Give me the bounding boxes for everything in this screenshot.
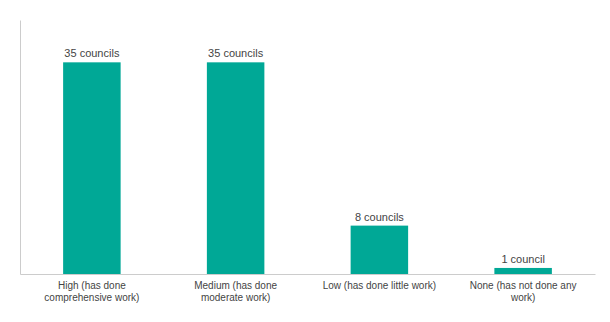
x-tick-label-line: work) bbox=[510, 292, 535, 303]
data-label: 8 councils bbox=[355, 211, 404, 223]
y-axis-line bbox=[20, 21, 21, 275]
x-axis-line bbox=[21, 274, 596, 275]
x-tick-label-line: High (has done bbox=[58, 280, 126, 291]
x-tick: High (has donecomprehensive work) bbox=[44, 274, 139, 303]
x-tick-label: Low (has done little work) bbox=[323, 280, 436, 291]
x-tick: None (has not done anywork) bbox=[470, 274, 577, 303]
data-label: 35 councils bbox=[208, 47, 264, 59]
x-tick-label: None (has not done anywork) bbox=[470, 280, 577, 303]
bar bbox=[494, 268, 552, 274]
x-tick-label-line: None (has not done any bbox=[470, 280, 577, 291]
x-tick-label-line: comprehensive work) bbox=[44, 292, 139, 303]
bar bbox=[351, 226, 409, 274]
plot: High (has donecomprehensive work) Medium … bbox=[21, 21, 596, 304]
bar bbox=[63, 62, 121, 274]
x-tick-label-line: Low (has done little work) bbox=[323, 280, 436, 291]
x-tick-label-line: Medium (has done bbox=[194, 280, 277, 291]
chart: High (has donecomprehensive work) Medium … bbox=[0, 0, 610, 322]
y-axis bbox=[20, 21, 21, 275]
x-tick-label: Medium (has donemoderate work) bbox=[194, 280, 277, 303]
x-tick: Low (has done little work) bbox=[323, 274, 436, 291]
x-tick: Medium (has donemoderate work) bbox=[194, 274, 277, 303]
x-axis: High (has donecomprehensive work) Medium … bbox=[21, 274, 596, 303]
data-label: 35 councils bbox=[64, 47, 120, 59]
data-labels: 35 councils 35 councils 8 councils 1 counci… bbox=[64, 47, 544, 265]
x-tick-label-line: moderate work) bbox=[201, 292, 270, 303]
bars bbox=[63, 62, 552, 274]
bar bbox=[207, 62, 265, 274]
x-tick-label: High (has donecomprehensive work) bbox=[44, 280, 139, 303]
data-label: 1 council bbox=[501, 253, 544, 265]
